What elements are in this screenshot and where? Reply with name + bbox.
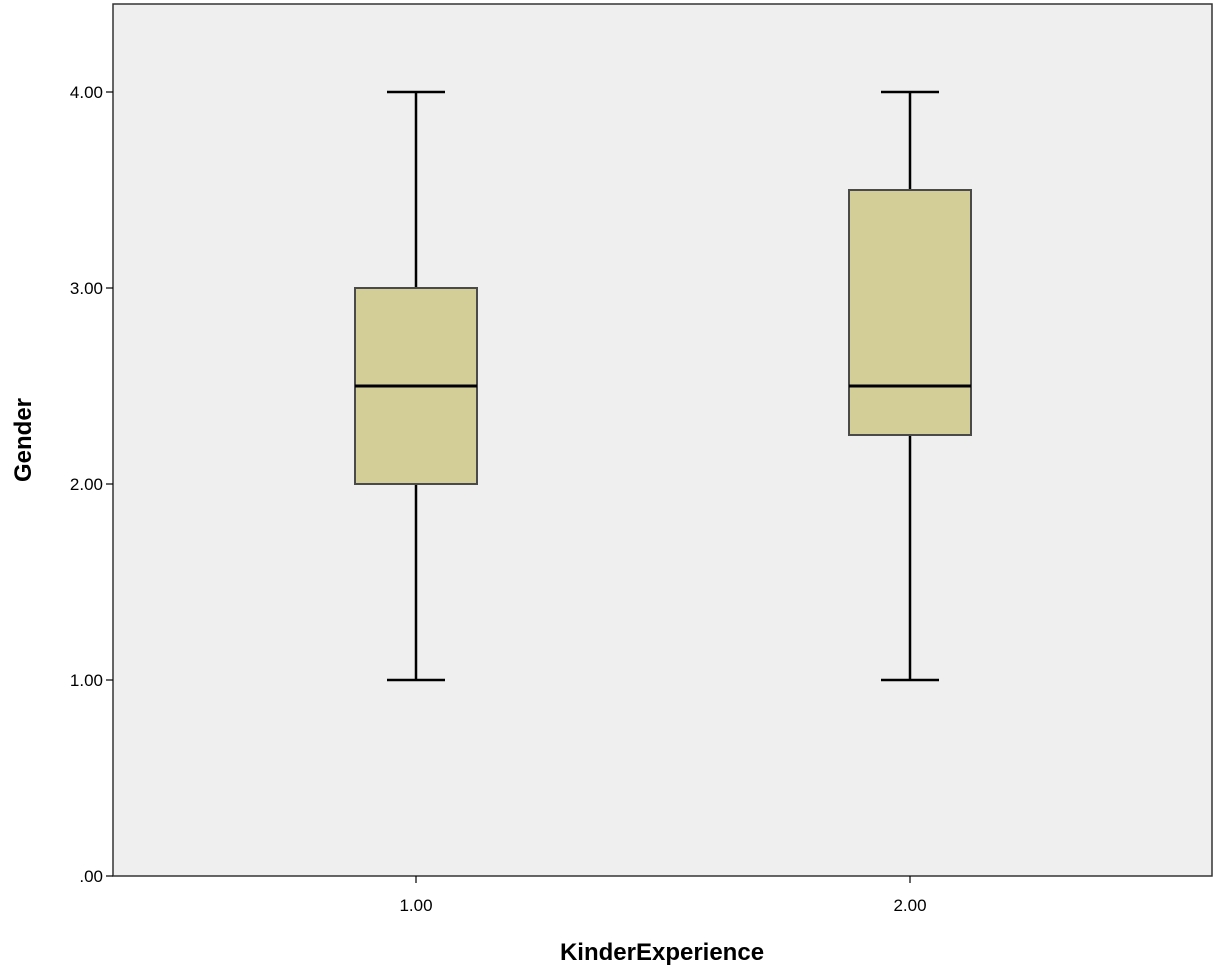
y-axis-title: Gender [10,398,37,482]
box-group [354,90,972,682]
x-axis-ticks: 1.00 2.00 [399,876,927,915]
y-tick-label: 2.00 [70,475,103,494]
y-tick-label: 4.00 [70,83,103,102]
x-axis-title: KinderExperience [560,939,764,966]
y-axis-ticks: .00 1.00 2.00 3.00 4.00 [70,83,113,886]
y-tick-label: 3.00 [70,279,103,298]
plot-area [112,3,1213,877]
y-tick-label: .00 [79,867,103,886]
box-1 [354,90,478,682]
x-tick-label: 2.00 [893,896,926,915]
y-tick-label: 1.00 [70,671,103,690]
box-2 [848,90,972,682]
x-tick-label: 1.00 [399,896,432,915]
iqr-box [848,189,972,436]
